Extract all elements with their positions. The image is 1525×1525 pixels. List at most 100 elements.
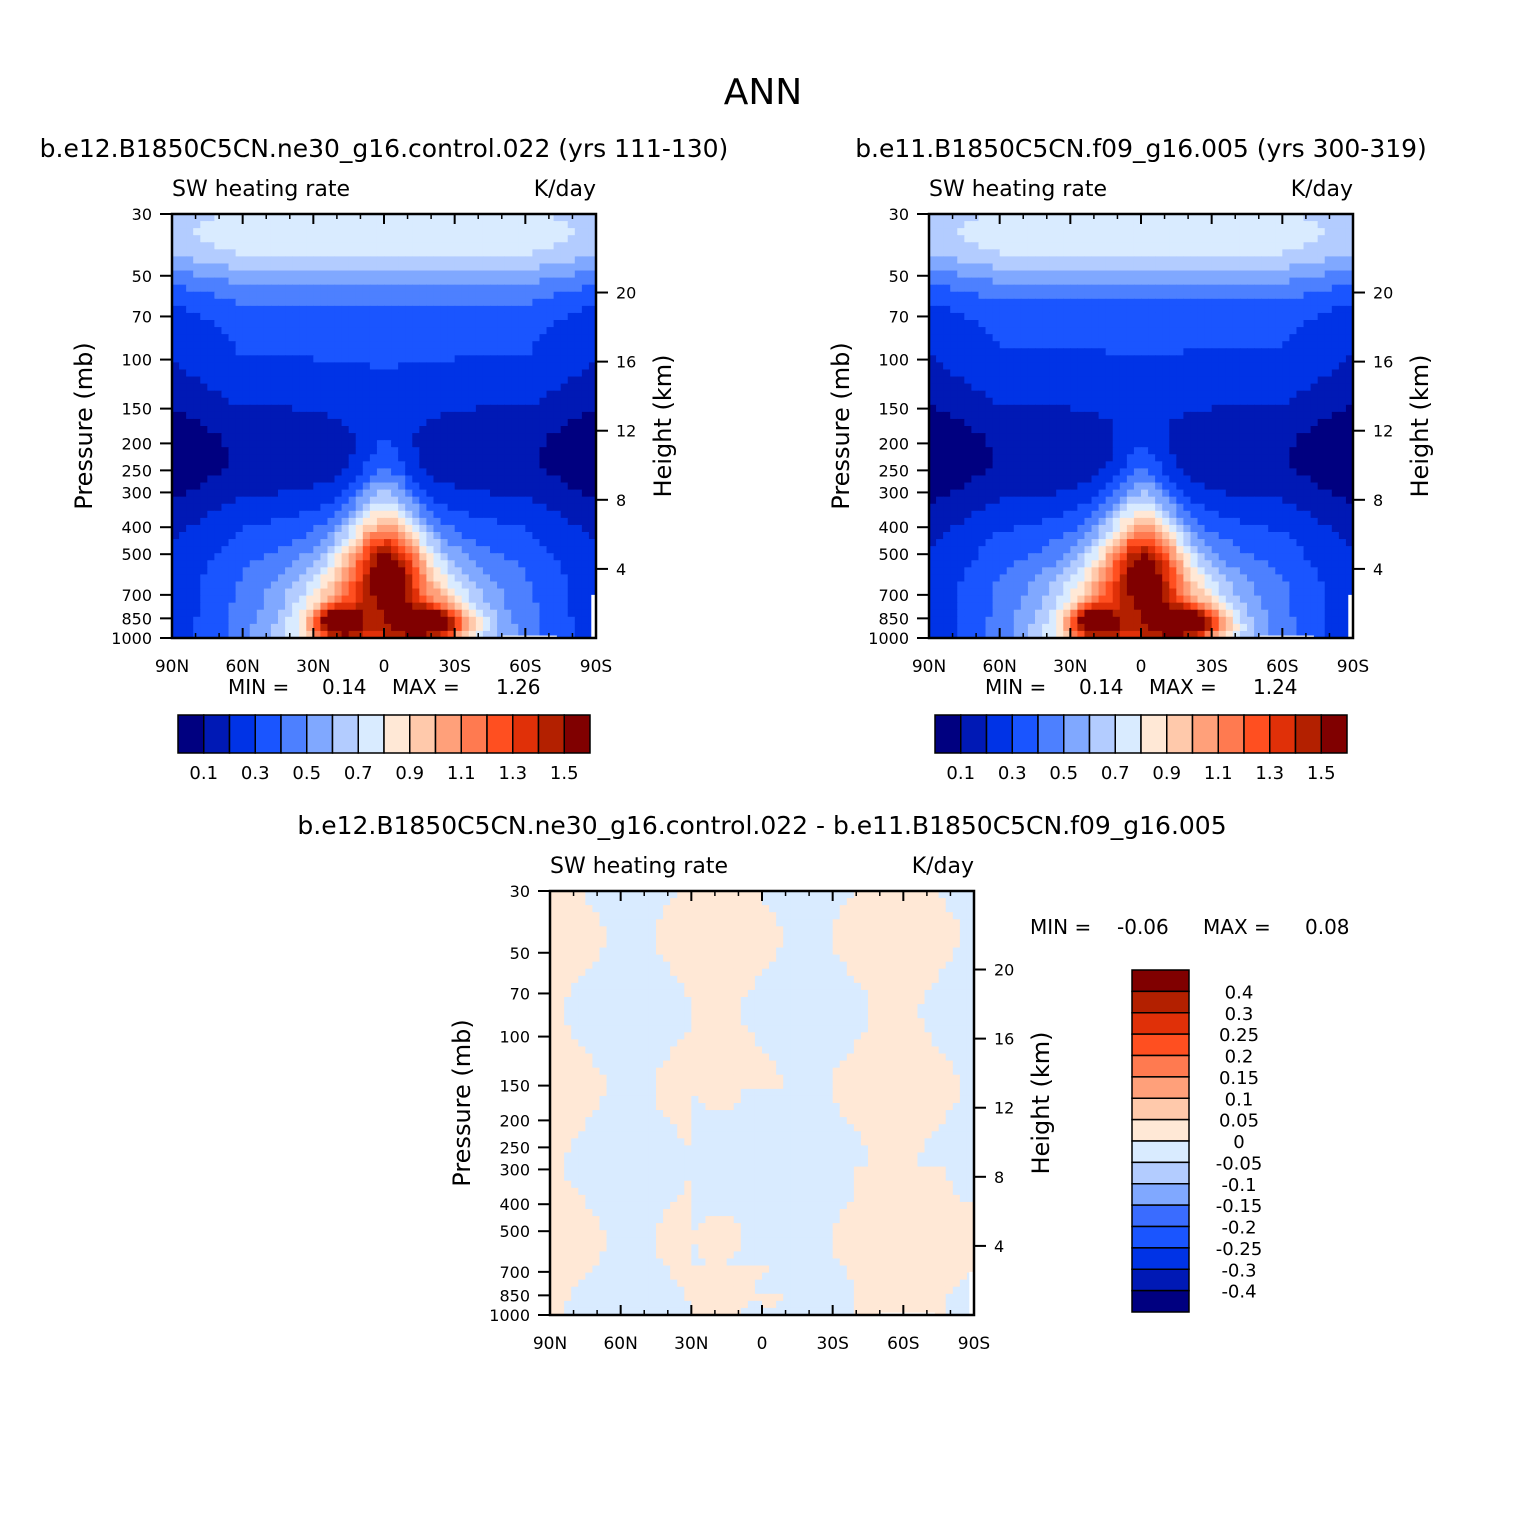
panel-control-cell [454, 489, 463, 498]
panel-control-cell [341, 214, 350, 222]
panel-reference-cell [1035, 348, 1043, 356]
panel-control-cell [292, 496, 300, 505]
panel-control-cell [567, 496, 576, 505]
panel-control-cell [362, 461, 371, 469]
panel-control-cell [313, 249, 321, 257]
panel-control-y-tick-label: 250 [121, 461, 152, 480]
panel-control-cell [376, 404, 385, 413]
panel-reference-cell [1218, 242, 1227, 250]
panel-control-cell [214, 270, 223, 279]
panel-reference-cell [1162, 249, 1170, 257]
panel-control-cell [242, 383, 251, 392]
panel-reference-cell [992, 291, 1001, 300]
panel-control-cell [249, 581, 258, 590]
panel-control-cell [313, 489, 321, 498]
panel-reference-cell [1345, 228, 1354, 236]
panel-reference-cell [1317, 235, 1326, 243]
panel-control-cell [497, 263, 505, 272]
panel-control-cell [574, 546, 583, 554]
panel-control-cell [482, 404, 491, 413]
panel-reference-cell [971, 277, 980, 286]
panel-control-cell [306, 482, 314, 491]
panel-control-cell [539, 383, 548, 392]
panel-control-cell [405, 284, 413, 293]
panel-reference-cell [1331, 298, 1340, 307]
panel-control-cell [292, 291, 300, 300]
panel-reference-cell [1042, 341, 1050, 349]
panel-control-cell [228, 397, 237, 406]
panel-control-cell [179, 553, 187, 561]
panel-reference-cell [971, 320, 980, 328]
panel-reference-cell [1211, 242, 1220, 250]
panel-control-cell [172, 609, 180, 618]
panel-control-cell [313, 228, 321, 236]
panel-control-cell [228, 235, 237, 243]
panel-control-cell [228, 539, 237, 547]
panel-reference-cell [1218, 284, 1227, 293]
panel-reference-cell [1162, 263, 1170, 272]
panel-reference-cell [1317, 334, 1326, 342]
panel-control-cell [214, 461, 223, 469]
panel-control-cell [588, 228, 597, 236]
panel-control-cell [504, 341, 512, 349]
panel-reference-cell [929, 341, 937, 349]
panel-control-cell [193, 235, 201, 243]
panel-control-cell [270, 553, 279, 561]
panel-control-cell [433, 418, 442, 427]
panel-control-cell [270, 376, 279, 385]
panel-control-cell [475, 616, 484, 625]
panel-reference-cell [1247, 355, 1255, 363]
panel-control-cell [299, 567, 307, 575]
panel-control-cell [327, 595, 336, 604]
panel-control-cell [228, 418, 237, 427]
panel-control-cell [348, 305, 357, 314]
panel-control-cell [461, 447, 470, 455]
panel-reference-cell [1056, 320, 1064, 328]
panel-control-cell [320, 214, 329, 222]
panel-reference-cell [1310, 305, 1319, 314]
panel-control-cell [475, 249, 484, 257]
panel-control-cell [440, 235, 449, 243]
panel-reference-cell [1112, 320, 1121, 328]
panel-reference-cell [1317, 320, 1326, 328]
panel-control-cell [581, 461, 590, 469]
panel-control-cell [327, 517, 336, 526]
panel-control-cell [553, 454, 562, 462]
panel-reference-cell [1225, 355, 1234, 363]
panel-control-cell [497, 623, 505, 632]
panel-reference-cell [1042, 320, 1050, 328]
panel-control-cell [334, 503, 343, 512]
panel-control-cell [384, 524, 392, 533]
panel-control-cell [172, 468, 180, 477]
panel-control-cell [270, 510, 279, 519]
panel-control-cell [546, 390, 555, 399]
panel-control-cell [447, 553, 456, 561]
panel-control-cell [588, 312, 597, 321]
panel-control-cell [278, 348, 286, 356]
panel-control-cell [334, 397, 343, 406]
panel-control-cell [511, 348, 519, 356]
panel-control-cell [574, 411, 583, 420]
panel-control-cell [355, 312, 364, 321]
panel-reference-cell [1112, 355, 1121, 363]
panel-reference-cell [1310, 228, 1319, 236]
panel-reference-cell [1148, 348, 1156, 356]
panel-reference-cell [1169, 277, 1177, 286]
panel-control-cell [504, 284, 512, 293]
panel-control-cell [440, 397, 449, 406]
panel-control-cell [334, 560, 343, 568]
panel-control-cell [207, 510, 215, 519]
panel-reference-cell [1268, 214, 1276, 222]
panel-control-cell [292, 242, 300, 250]
panel-control-cell [242, 320, 251, 328]
panel-control-cell [581, 588, 590, 597]
panel-control-cell [207, 418, 215, 427]
panel-control-cell [355, 433, 364, 441]
panel-control-cell [369, 602, 378, 611]
panel-control-cell [447, 475, 456, 484]
panel-control-cell [504, 362, 512, 371]
panel-control-cell [391, 461, 399, 469]
panel-control-cell [256, 482, 265, 491]
panel-control-cell [179, 475, 187, 484]
